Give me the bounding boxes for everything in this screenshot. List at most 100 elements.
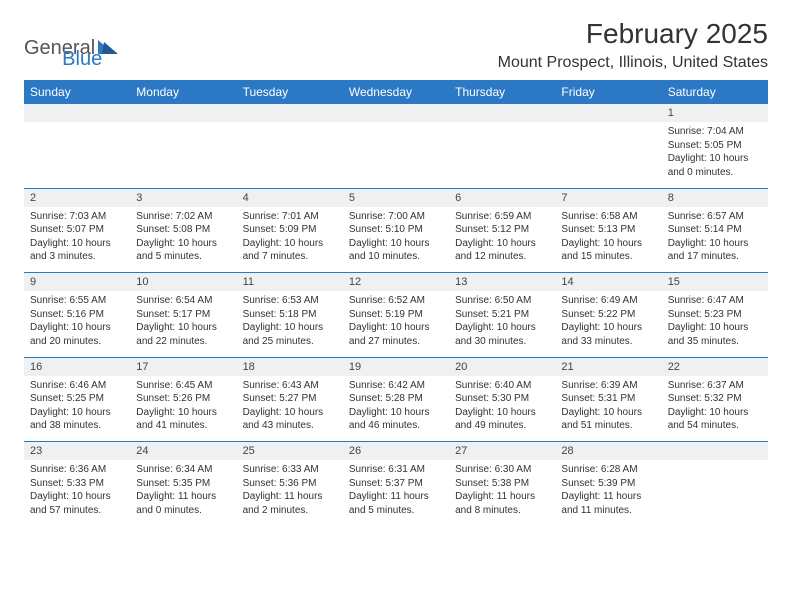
day-number-cell: 20 [449,357,555,376]
day-content-cell: Sunrise: 7:04 AMSunset: 5:05 PMDaylight:… [662,122,768,188]
week-daynum-row: 1 [24,104,768,122]
sunset-line: Sunset: 5:16 PM [30,308,124,322]
day-number-cell [24,104,130,122]
daylight-line: Daylight: 11 hours and 11 minutes. [561,490,655,517]
daylight-line: Daylight: 10 hours and 17 minutes. [668,237,762,264]
location: Mount Prospect, Illinois, United States [498,54,768,72]
sunrise-line: Sunrise: 6:52 AM [349,294,443,308]
daylight-line: Daylight: 11 hours and 5 minutes. [349,490,443,517]
day-number-cell: 26 [343,442,449,461]
day-content-cell: Sunrise: 6:53 AMSunset: 5:18 PMDaylight:… [237,291,343,357]
day-content-cell: Sunrise: 6:39 AMSunset: 5:31 PMDaylight:… [555,376,661,442]
day-content-cell [449,122,555,188]
sunset-line: Sunset: 5:19 PM [349,308,443,322]
sunset-line: Sunset: 5:38 PM [455,477,549,491]
day-content-cell: Sunrise: 6:37 AMSunset: 5:32 PMDaylight:… [662,376,768,442]
daylight-line: Daylight: 10 hours and 46 minutes. [349,406,443,433]
sunset-line: Sunset: 5:25 PM [30,392,124,406]
header: General Blue February 2025 Mount Prospec… [24,18,768,72]
sunrise-line: Sunrise: 6:30 AM [455,463,549,477]
sunset-line: Sunset: 5:31 PM [561,392,655,406]
daylight-line: Daylight: 10 hours and 22 minutes. [136,321,230,348]
sunset-line: Sunset: 5:32 PM [668,392,762,406]
sunset-line: Sunset: 5:05 PM [668,139,762,153]
day-number-cell: 25 [237,442,343,461]
day-number-cell: 7 [555,188,661,207]
sunrise-line: Sunrise: 6:40 AM [455,379,549,393]
sunset-line: Sunset: 5:35 PM [136,477,230,491]
day-content-cell: Sunrise: 6:40 AMSunset: 5:30 PMDaylight:… [449,376,555,442]
day-number-cell: 17 [130,357,236,376]
daylight-line: Daylight: 10 hours and 43 minutes. [243,406,337,433]
weekday-header: Wednesday [343,80,449,104]
day-content-cell: Sunrise: 6:47 AMSunset: 5:23 PMDaylight:… [662,291,768,357]
day-number-cell: 19 [343,357,449,376]
day-content-cell: Sunrise: 6:33 AMSunset: 5:36 PMDaylight:… [237,460,343,526]
sunrise-line: Sunrise: 7:01 AM [243,210,337,224]
daylight-line: Daylight: 10 hours and 15 minutes. [561,237,655,264]
day-number-cell [130,104,236,122]
daylight-line: Daylight: 10 hours and 38 minutes. [30,406,124,433]
sunrise-line: Sunrise: 6:47 AM [668,294,762,308]
day-number-cell: 23 [24,442,130,461]
day-number-cell [662,442,768,461]
daylight-line: Daylight: 10 hours and 3 minutes. [30,237,124,264]
day-content-cell [237,122,343,188]
weekday-header: Thursday [449,80,555,104]
weekday-header: Sunday [24,80,130,104]
sunset-line: Sunset: 5:28 PM [349,392,443,406]
week-content-row: Sunrise: 6:46 AMSunset: 5:25 PMDaylight:… [24,376,768,442]
sunset-line: Sunset: 5:26 PM [136,392,230,406]
day-number-cell: 13 [449,273,555,292]
sunrise-line: Sunrise: 6:55 AM [30,294,124,308]
daylight-line: Daylight: 11 hours and 0 minutes. [136,490,230,517]
sunrise-line: Sunrise: 6:39 AM [561,379,655,393]
day-number-cell: 15 [662,273,768,292]
weekday-header-row: Sunday Monday Tuesday Wednesday Thursday… [24,80,768,104]
sunrise-line: Sunrise: 6:46 AM [30,379,124,393]
sunset-line: Sunset: 5:13 PM [561,223,655,237]
day-number-cell: 14 [555,273,661,292]
day-number-cell: 16 [24,357,130,376]
day-content-cell [343,122,449,188]
sunrise-line: Sunrise: 7:02 AM [136,210,230,224]
day-number-cell: 9 [24,273,130,292]
day-content-cell: Sunrise: 6:28 AMSunset: 5:39 PMDaylight:… [555,460,661,526]
day-content-cell: Sunrise: 6:55 AMSunset: 5:16 PMDaylight:… [24,291,130,357]
sunset-line: Sunset: 5:14 PM [668,223,762,237]
sunset-line: Sunset: 5:37 PM [349,477,443,491]
sunrise-line: Sunrise: 6:33 AM [243,463,337,477]
sunset-line: Sunset: 5:27 PM [243,392,337,406]
week-content-row: Sunrise: 7:03 AMSunset: 5:07 PMDaylight:… [24,207,768,273]
day-number-cell: 8 [662,188,768,207]
week-daynum-row: 16171819202122 [24,357,768,376]
sunset-line: Sunset: 5:07 PM [30,223,124,237]
daylight-line: Daylight: 11 hours and 2 minutes. [243,490,337,517]
day-content-cell: Sunrise: 7:00 AMSunset: 5:10 PMDaylight:… [343,207,449,273]
sunset-line: Sunset: 5:18 PM [243,308,337,322]
day-content-cell: Sunrise: 7:01 AMSunset: 5:09 PMDaylight:… [237,207,343,273]
sunrise-line: Sunrise: 6:42 AM [349,379,443,393]
day-content-cell: Sunrise: 6:59 AMSunset: 5:12 PMDaylight:… [449,207,555,273]
day-content-cell: Sunrise: 6:34 AMSunset: 5:35 PMDaylight:… [130,460,236,526]
day-content-cell: Sunrise: 6:49 AMSunset: 5:22 PMDaylight:… [555,291,661,357]
sunrise-line: Sunrise: 6:34 AM [136,463,230,477]
sunrise-line: Sunrise: 6:54 AM [136,294,230,308]
daylight-line: Daylight: 10 hours and 10 minutes. [349,237,443,264]
daylight-line: Daylight: 10 hours and 54 minutes. [668,406,762,433]
sunset-line: Sunset: 5:30 PM [455,392,549,406]
day-content-cell: Sunrise: 6:30 AMSunset: 5:38 PMDaylight:… [449,460,555,526]
day-number-cell: 4 [237,188,343,207]
daylight-line: Daylight: 10 hours and 12 minutes. [455,237,549,264]
day-content-cell: Sunrise: 7:03 AMSunset: 5:07 PMDaylight:… [24,207,130,273]
day-number-cell: 22 [662,357,768,376]
sunset-line: Sunset: 5:36 PM [243,477,337,491]
daylight-line: Daylight: 10 hours and 0 minutes. [668,152,762,179]
day-content-cell: Sunrise: 6:46 AMSunset: 5:25 PMDaylight:… [24,376,130,442]
sunset-line: Sunset: 5:23 PM [668,308,762,322]
sunrise-line: Sunrise: 6:28 AM [561,463,655,477]
brand-logo: General Blue [24,26,102,71]
sunset-line: Sunset: 5:17 PM [136,308,230,322]
sunrise-line: Sunrise: 6:31 AM [349,463,443,477]
week-daynum-row: 2345678 [24,188,768,207]
